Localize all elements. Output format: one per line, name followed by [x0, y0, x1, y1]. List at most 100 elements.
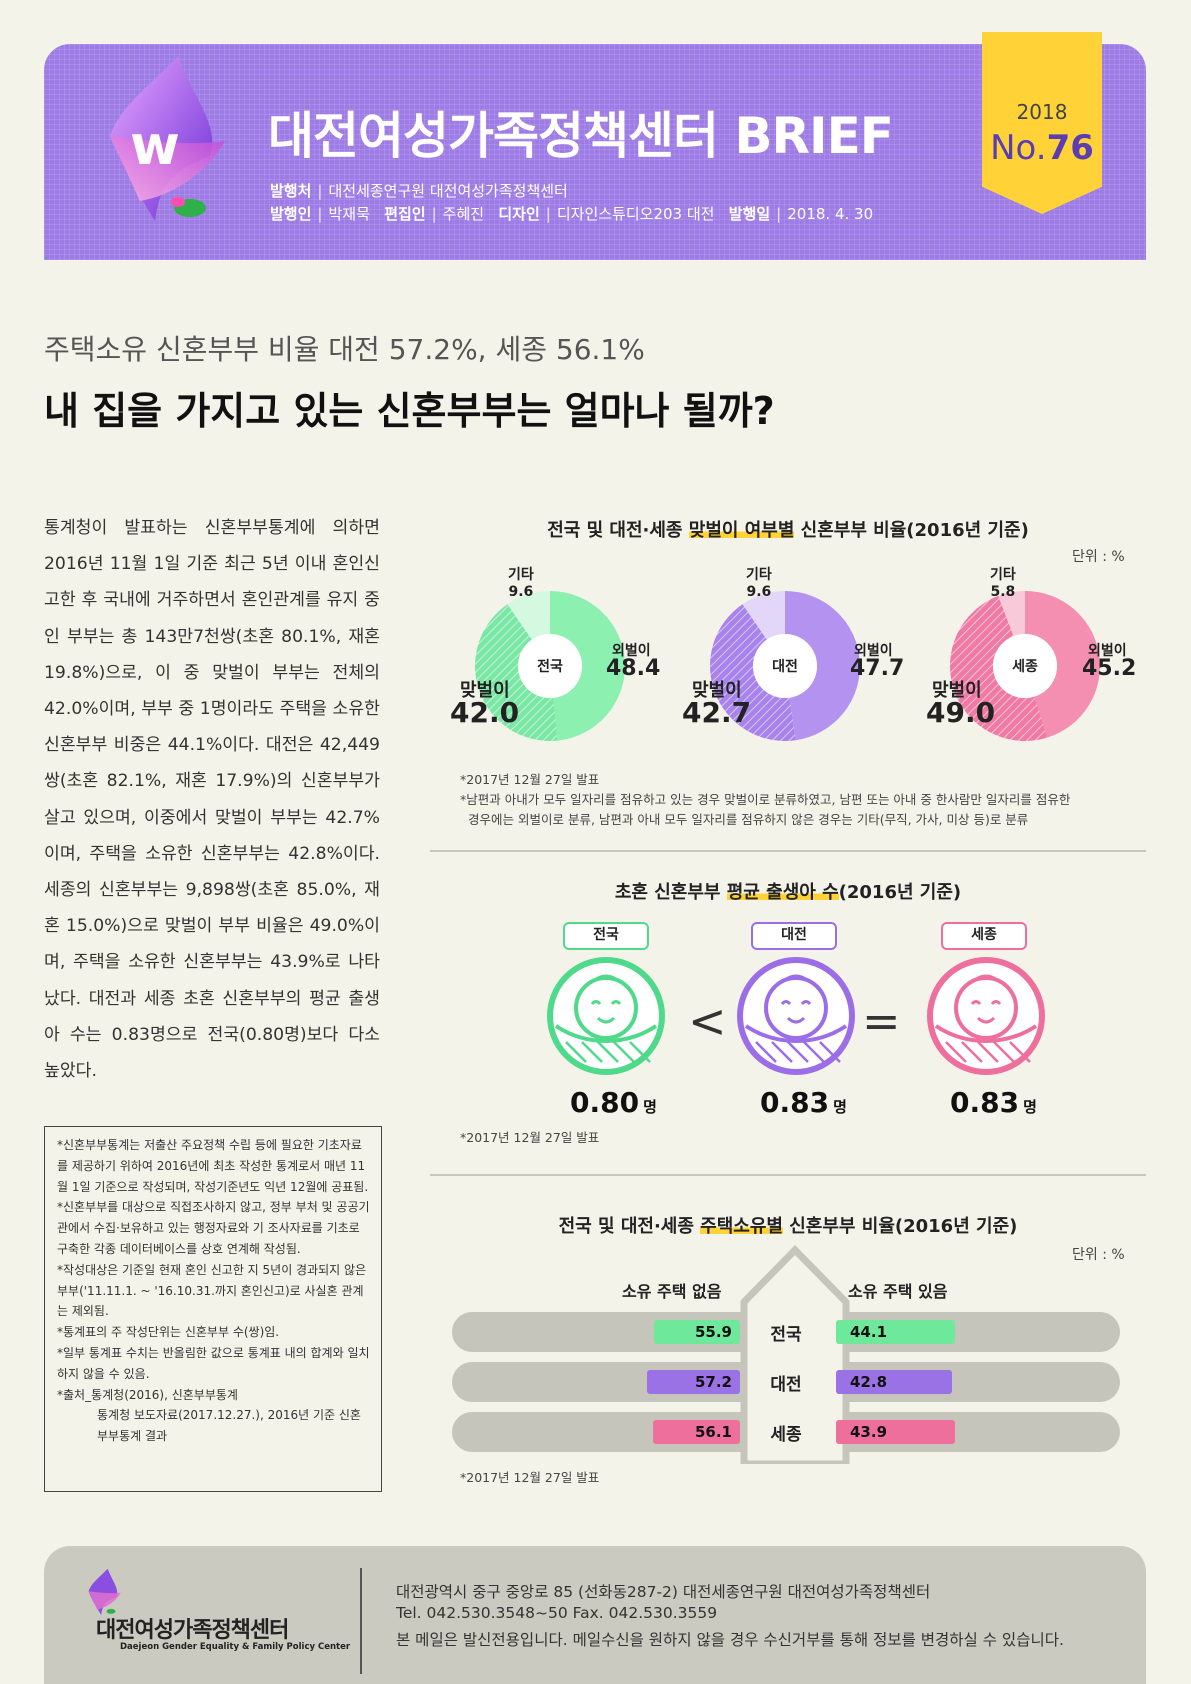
footer-contact: Tel. 042.530.3548~50 Fax. 042.530.3559 — [396, 1604, 718, 1622]
footer-address: 대전광역시 중구 중앙로 85 (선화동287-2) 대전세종연구원 대전여성가… — [396, 1583, 931, 1601]
donut-slice-other — [998, 591, 1025, 637]
note-item: *일부 통계표 수치는 반올림한 값으로 통계표 내의 합계와 일치하지 않을 … — [57, 1345, 370, 1381]
issue-ribbon — [982, 32, 1102, 214]
note-item: *신혼부부통계는 저출산 주요정책 수립 등에 필요한 기초자료를 제공하기 위… — [57, 1138, 369, 1194]
editor-label: 편집인 — [384, 205, 426, 223]
note-item: *작성대상은 기준일 현재 혼인 신고한 지 5년이 경과되지 않은 부부('1… — [57, 1262, 367, 1319]
note-item: *통계표의 주 작성단위는 신혼부부 수(쌍)임. — [57, 1325, 280, 1340]
chart3-unit: 단위 : % — [1072, 1247, 1125, 1263]
footer-org-name-en: Daejeon Gender Equality & Family Policy … — [120, 1642, 351, 1652]
baby-icon — [737, 957, 855, 1075]
donut-sejong-dual-value: 49.0 — [926, 696, 996, 729]
editor: 주혜진 — [442, 205, 485, 223]
date-label: 발행일 — [728, 205, 771, 223]
donut-slice-other — [742, 591, 785, 640]
comparator-equals: = — [862, 994, 901, 1048]
bar-own-house-national: 44.1 — [836, 1320, 955, 1344]
designer-label: 디자인 — [498, 205, 540, 223]
section-divider — [430, 1174, 1146, 1176]
donut-sejong-single-label: 외벌이 — [1088, 643, 1127, 659]
birth-value-daejeon: 0.83 명 — [760, 1086, 847, 1119]
donut-daejeon-other-label: 기타 9.6 — [746, 567, 772, 600]
publisher-line: 발행처 | 대전세종연구원 대전여성가족정책센터 — [270, 182, 568, 200]
bar-own-house-sejong: 43.9 — [836, 1420, 955, 1444]
note-item: *신혼부부를 대상으로 직접조사하지 않고, 정부 부처 및 공공기관에서 수집… — [57, 1200, 370, 1256]
region-tag-national: 전국 — [563, 922, 649, 950]
bar-no-house-national: 55.9 — [654, 1320, 740, 1344]
donut-daejeon-single-value: 47.7 — [850, 656, 905, 681]
brief-title: 대전여성가족정책센터 BRIEF — [268, 107, 894, 165]
issue-prefix: No. — [990, 128, 1047, 168]
baby-icon — [927, 957, 1045, 1075]
chart1-note: 경우에는 외벌이로 분류, 남편과 아내 모두 일자리를 점유하지 않은 경우는… — [468, 812, 1029, 827]
comparator-less-than: < — [688, 994, 727, 1048]
donut-sejong-dual-label: 맞벌이 — [932, 680, 982, 701]
donut-slice-dual — [949, 595, 1048, 741]
article-body: 통계청이 발표하는 신혼부부통계에 의하면 2016년 11월 1일 기준 최근… — [44, 518, 380, 1082]
donut-center-label: 전국 — [537, 658, 563, 675]
donut-center-label: 대전 — [772, 658, 798, 675]
issuer-label: 발행인 — [270, 205, 312, 223]
publisher: 대전세종연구원 대전여성가족정책센터 — [328, 182, 568, 200]
baby-icon — [547, 957, 665, 1075]
section-divider — [430, 850, 1146, 852]
notes-box: *신혼부부통계는 저출산 주요정책 수립 등에 필요한 기초자료를 제공하기 위… — [44, 1126, 382, 1492]
donut-slice-single — [550, 591, 625, 741]
issue-year: 2018 — [1016, 100, 1068, 124]
issuer: 박재묵 — [328, 205, 370, 223]
center-logo: w — [110, 56, 225, 221]
chart1-note: *2017년 12월 27일 발표 — [460, 772, 600, 787]
chart2-title: 초혼 신혼부부 평균 출생아 수(2016년 기준) — [614, 882, 962, 903]
note-item: *출처_통계청(2016), 신혼부부통계 — [57, 1387, 238, 1402]
baby-icons — [547, 957, 1045, 1075]
issue-number: No.76 — [982, 128, 1102, 168]
bar-no-house-sejong: 56.1 — [653, 1420, 740, 1444]
chart3-title: 전국 및 대전·세종 주택소유별 신혼부부 비율(2016년 기준) — [558, 1216, 1018, 1237]
footer-logo-icon — [88, 1568, 121, 1615]
credits-line: 발행인 | 박재묵 편집인 | 주혜진 디자인 | 디자인스튜디오203 대전 발행일 | 20… — [270, 205, 874, 223]
donut-charts: 전국 대전 세종 — [475, 591, 1100, 741]
footer-notice: 본 메일은 발신전용입니다. 메일수신을 원하지 않을 경우 수신거부를 통해 … — [396, 1631, 1064, 1649]
donut-slice-other — [507, 591, 550, 640]
donut-national-single-value: 48.4 — [606, 656, 661, 681]
birth-value-sejong: 0.83 명 — [950, 1086, 1037, 1119]
chart2-note: *2017년 12월 27일 발표 — [460, 1130, 600, 1145]
donut-sejong-single-value: 45.2 — [1082, 656, 1137, 681]
donut-daejeon-single-label: 외벌이 — [854, 643, 893, 659]
article-subtitle: 주택소유 신혼부부 비율 대전 57.2%, 세종 56.1% — [44, 333, 645, 366]
donut-slice-single — [1025, 591, 1100, 738]
chart3-note: *2017년 12월 27일 발표 — [460, 1470, 600, 1485]
region-tag-sejong: 세종 — [941, 922, 1027, 950]
birth-value-national: 0.80 명 — [570, 1086, 657, 1119]
publisher-label: 발행처 — [270, 182, 312, 200]
bar-no-house-daejeon: 57.2 — [647, 1370, 740, 1394]
issue-date: 2018. 4. 30 — [787, 205, 874, 223]
chart1-title: 전국 및 대전·세종 맞벌이 여부별 신혼부부 비율(2016년 기준) — [547, 520, 1029, 541]
footer — [44, 1546, 1146, 1684]
footer-org-name: 대전여성가족정책센터 — [96, 1618, 289, 1643]
donut-daejeon-dual-value: 42.7 — [682, 696, 752, 729]
footer-separator — [360, 1568, 362, 1674]
donut-national-other-label: 기타 9.6 — [508, 567, 534, 600]
issue-number-value: 76 — [1046, 128, 1094, 168]
no-house-label: 소유 주택 없음 — [622, 1282, 722, 1301]
brief-header — [44, 44, 1146, 260]
donut-slice-dual — [710, 604, 796, 741]
housing-region-daejeon: 대전 — [770, 1375, 802, 1395]
svg-text:w: w — [130, 114, 180, 177]
donut-slice-single — [785, 591, 861, 741]
housing-region-sejong: 세종 — [770, 1425, 802, 1445]
article-headline: 내 집을 가지고 있는 신혼부부는 얼마나 될까? — [44, 389, 775, 433]
housing-region-national: 전국 — [770, 1325, 802, 1345]
donut-national-dual-label: 맞벌이 — [460, 680, 510, 701]
donut-national-dual-value: 42.0 — [450, 696, 520, 729]
designer: 디자인스튜디오203 대전 — [556, 205, 715, 223]
donut-national-single-label: 외벌이 — [612, 643, 651, 659]
bar-own-house-daejeon: 42.8 — [836, 1370, 952, 1394]
own-house-label: 소유 주택 있음 — [848, 1282, 948, 1301]
chart1-unit: 단위 : % — [1072, 549, 1125, 565]
region-tag-daejeon: 대전 — [751, 922, 837, 950]
donut-slice-dual — [475, 604, 558, 741]
note-item: 통계청 보도자료(2017.12.27.), 2016년 기준 신혼부부통계 결… — [97, 1408, 361, 1444]
donut-sejong-other-label: 기타 5.8 — [990, 567, 1016, 600]
